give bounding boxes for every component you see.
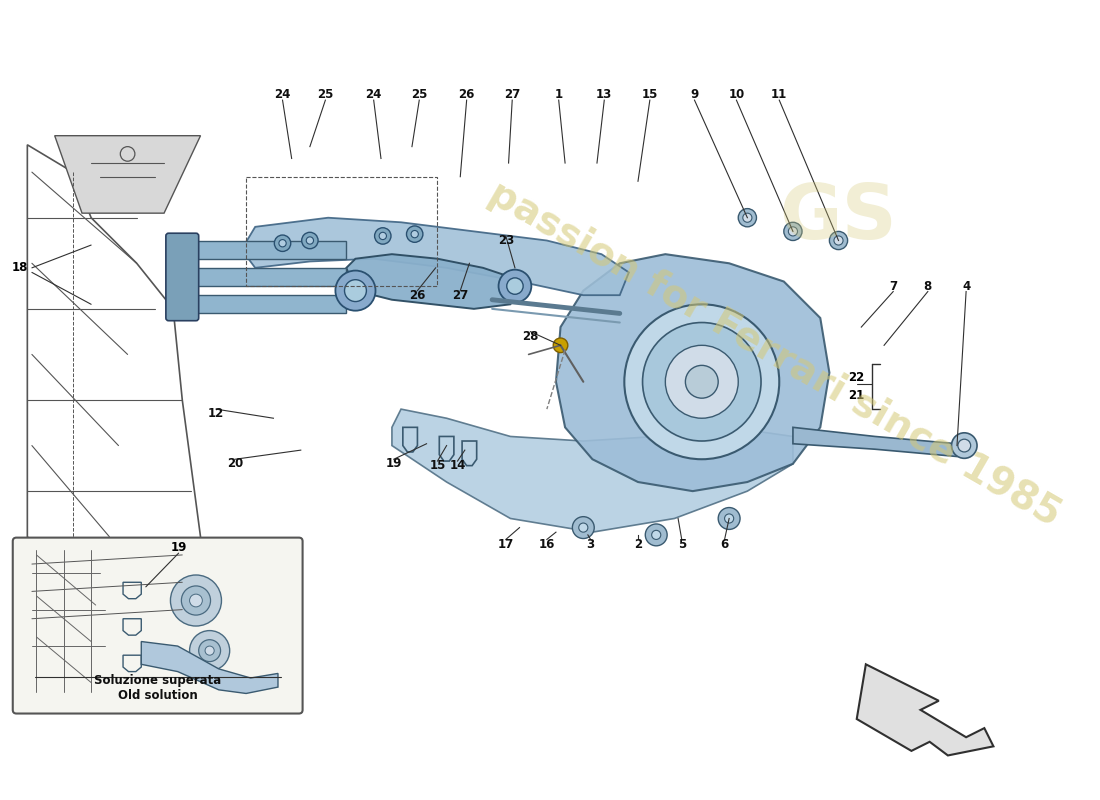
Polygon shape bbox=[857, 664, 993, 755]
Circle shape bbox=[344, 280, 366, 302]
Circle shape bbox=[189, 630, 230, 670]
Text: 7: 7 bbox=[889, 279, 898, 293]
Text: 27: 27 bbox=[452, 289, 469, 302]
Circle shape bbox=[411, 230, 418, 238]
Circle shape bbox=[725, 514, 734, 523]
Text: 25: 25 bbox=[411, 88, 428, 101]
Circle shape bbox=[182, 586, 210, 615]
Text: 8: 8 bbox=[924, 279, 932, 293]
Circle shape bbox=[685, 366, 718, 398]
Circle shape bbox=[274, 235, 290, 251]
Circle shape bbox=[829, 231, 848, 250]
FancyBboxPatch shape bbox=[13, 538, 302, 714]
Polygon shape bbox=[346, 254, 519, 309]
Polygon shape bbox=[141, 642, 278, 694]
Text: Old solution: Old solution bbox=[118, 689, 198, 702]
Text: 2: 2 bbox=[634, 538, 642, 550]
Circle shape bbox=[718, 507, 740, 530]
Circle shape bbox=[784, 222, 802, 241]
Polygon shape bbox=[392, 409, 793, 532]
Text: 5: 5 bbox=[678, 538, 686, 550]
Text: 17: 17 bbox=[497, 538, 514, 550]
Text: 11: 11 bbox=[771, 88, 788, 101]
Text: 22: 22 bbox=[848, 370, 865, 384]
Circle shape bbox=[579, 523, 587, 532]
Circle shape bbox=[742, 213, 752, 222]
Text: GS: GS bbox=[780, 181, 898, 254]
Text: 15: 15 bbox=[429, 459, 446, 472]
Circle shape bbox=[958, 439, 970, 452]
Circle shape bbox=[651, 530, 661, 539]
Text: 19: 19 bbox=[170, 541, 187, 554]
Circle shape bbox=[498, 270, 531, 302]
Text: 28: 28 bbox=[522, 330, 539, 342]
Circle shape bbox=[279, 239, 286, 247]
Circle shape bbox=[625, 304, 779, 459]
Circle shape bbox=[553, 338, 568, 353]
Circle shape bbox=[789, 227, 797, 236]
Circle shape bbox=[170, 575, 221, 626]
Text: Soluzione superata: Soluzione superata bbox=[95, 674, 221, 687]
FancyBboxPatch shape bbox=[166, 234, 199, 321]
Circle shape bbox=[306, 237, 313, 244]
Text: 15: 15 bbox=[641, 88, 658, 101]
Circle shape bbox=[189, 594, 202, 607]
Circle shape bbox=[507, 278, 524, 294]
Text: 19: 19 bbox=[385, 458, 402, 470]
Text: 14: 14 bbox=[449, 459, 465, 472]
Text: 13: 13 bbox=[596, 88, 613, 101]
Circle shape bbox=[336, 270, 375, 310]
Circle shape bbox=[646, 524, 668, 546]
Polygon shape bbox=[793, 427, 966, 457]
Circle shape bbox=[199, 640, 221, 662]
Text: 23: 23 bbox=[497, 234, 514, 247]
Polygon shape bbox=[183, 295, 346, 314]
Text: 4: 4 bbox=[962, 279, 970, 293]
Circle shape bbox=[301, 232, 318, 249]
Text: 26: 26 bbox=[459, 88, 475, 101]
Polygon shape bbox=[242, 218, 629, 295]
Circle shape bbox=[407, 226, 422, 242]
Text: 10: 10 bbox=[728, 88, 745, 101]
Text: 21: 21 bbox=[848, 389, 865, 402]
Text: passion for Ferrari since 1985: passion for Ferrari since 1985 bbox=[482, 174, 1067, 534]
Text: 27: 27 bbox=[504, 88, 520, 101]
Text: 9: 9 bbox=[691, 88, 698, 101]
Circle shape bbox=[572, 517, 594, 538]
Text: 24: 24 bbox=[274, 88, 290, 101]
Text: 18: 18 bbox=[12, 262, 29, 274]
Circle shape bbox=[379, 232, 386, 239]
Bar bbox=[246, 177, 438, 286]
Text: 1: 1 bbox=[554, 88, 563, 101]
Text: 6: 6 bbox=[720, 538, 728, 550]
Text: 26: 26 bbox=[409, 289, 426, 302]
Polygon shape bbox=[183, 268, 346, 286]
Polygon shape bbox=[55, 136, 200, 213]
Text: 24: 24 bbox=[365, 88, 382, 101]
Polygon shape bbox=[556, 254, 829, 491]
Circle shape bbox=[642, 322, 761, 441]
Circle shape bbox=[738, 209, 757, 227]
Circle shape bbox=[205, 646, 214, 655]
Circle shape bbox=[666, 346, 738, 418]
Circle shape bbox=[952, 433, 977, 458]
Circle shape bbox=[375, 228, 390, 244]
Text: 20: 20 bbox=[227, 458, 243, 470]
Text: 25: 25 bbox=[317, 88, 333, 101]
Text: 16: 16 bbox=[539, 538, 556, 550]
Circle shape bbox=[834, 236, 843, 245]
Polygon shape bbox=[183, 241, 346, 258]
Text: 12: 12 bbox=[208, 407, 224, 420]
Text: 3: 3 bbox=[586, 538, 595, 550]
